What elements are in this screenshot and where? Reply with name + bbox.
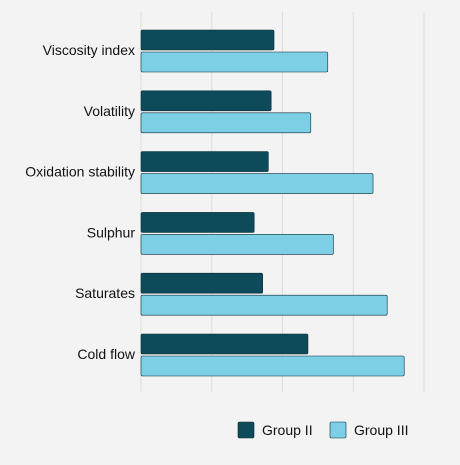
legend-label: Group II bbox=[262, 422, 313, 438]
category-label: Saturates bbox=[75, 285, 135, 301]
category-label: Viscosity index bbox=[43, 42, 135, 58]
bar-group-ii bbox=[140, 151, 269, 172]
category-label: Oxidation stability bbox=[25, 164, 135, 180]
bar-group-iii bbox=[140, 234, 334, 255]
legend-swatch bbox=[237, 421, 255, 439]
category-label: Cold flow bbox=[77, 346, 135, 362]
bar-group-iii bbox=[140, 355, 405, 377]
legend-swatch bbox=[329, 421, 347, 439]
bar-group-ii bbox=[140, 212, 255, 233]
category-label: Volatility bbox=[84, 103, 135, 119]
bar-group-ii bbox=[140, 90, 272, 112]
legend: Group II Group III bbox=[237, 421, 408, 439]
bar-group-ii bbox=[140, 272, 263, 294]
category-labels: Viscosity index Volatility Oxidation stabi… bbox=[25, 42, 136, 362]
bar-group-ii bbox=[140, 29, 275, 51]
bar-group-iii bbox=[140, 173, 374, 194]
bar-group-iii bbox=[140, 112, 312, 134]
bar-group-iii bbox=[140, 51, 329, 73]
bar-group-iii bbox=[140, 294, 388, 316]
legend-label: Group III bbox=[354, 422, 408, 438]
bar-group-ii bbox=[140, 333, 309, 355]
category-label: Sulphur bbox=[87, 224, 136, 240]
grid-lines bbox=[140, 12, 425, 392]
bars bbox=[140, 29, 405, 377]
